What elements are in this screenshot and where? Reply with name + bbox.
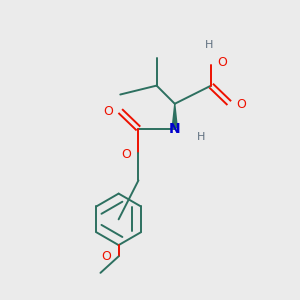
Text: H: H	[205, 40, 214, 50]
Text: H: H	[197, 132, 206, 142]
Text: O: O	[218, 56, 228, 69]
Text: N: N	[169, 122, 181, 136]
Text: O: O	[121, 148, 131, 161]
Text: O: O	[236, 98, 246, 111]
Polygon shape	[172, 104, 178, 128]
Text: O: O	[101, 250, 111, 263]
Text: O: O	[103, 104, 113, 118]
